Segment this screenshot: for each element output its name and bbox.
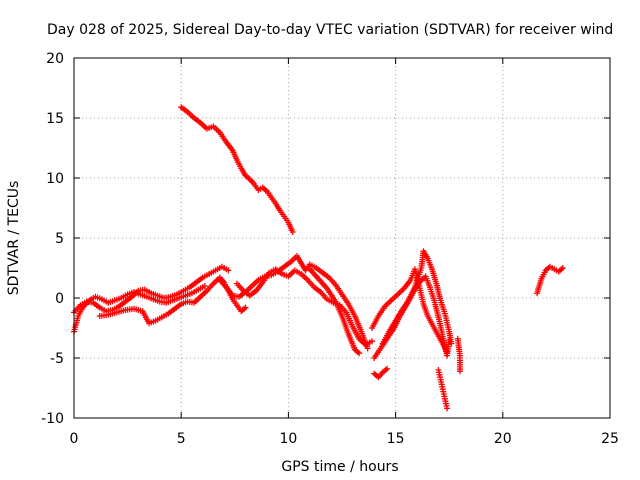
- x-tick-label: 25: [601, 431, 619, 447]
- data-point: [356, 350, 363, 357]
- data-point: [225, 267, 232, 274]
- data-point: [559, 265, 566, 271]
- y-tick-label: 0: [55, 291, 64, 307]
- data-point: [384, 365, 391, 372]
- x-tick-label: 10: [279, 431, 297, 447]
- y-tick-label: 5: [55, 231, 64, 247]
- data-point: [242, 304, 249, 311]
- y-tick-label: 20: [46, 51, 64, 67]
- data-point: [369, 338, 376, 345]
- y-tick-label: -5: [50, 351, 64, 367]
- data-point: [456, 368, 463, 375]
- y-tick-label: 10: [46, 171, 64, 187]
- y-tick-label: 15: [46, 111, 64, 127]
- tick-layer: 0 5 10 15 20 25 -10 -5 0 5 10 15 20: [41, 51, 619, 447]
- x-tick-label: 5: [177, 431, 186, 447]
- x-tick-label: 20: [494, 431, 512, 447]
- x-tick-label: 0: [70, 431, 79, 447]
- chart-title: Day 028 of 2025, Sidereal Day-to-day VTE…: [47, 22, 613, 38]
- y-tick-label: -10: [41, 411, 64, 427]
- data-point: [201, 283, 208, 289]
- data-point: [448, 340, 455, 347]
- y-axis-label: SDTVAR / TECUs: [6, 181, 22, 296]
- data-point: [289, 229, 296, 235]
- x-tick-label: 15: [387, 431, 405, 447]
- data-point: [444, 405, 451, 412]
- x-axis-label: GPS time / hours: [281, 459, 398, 475]
